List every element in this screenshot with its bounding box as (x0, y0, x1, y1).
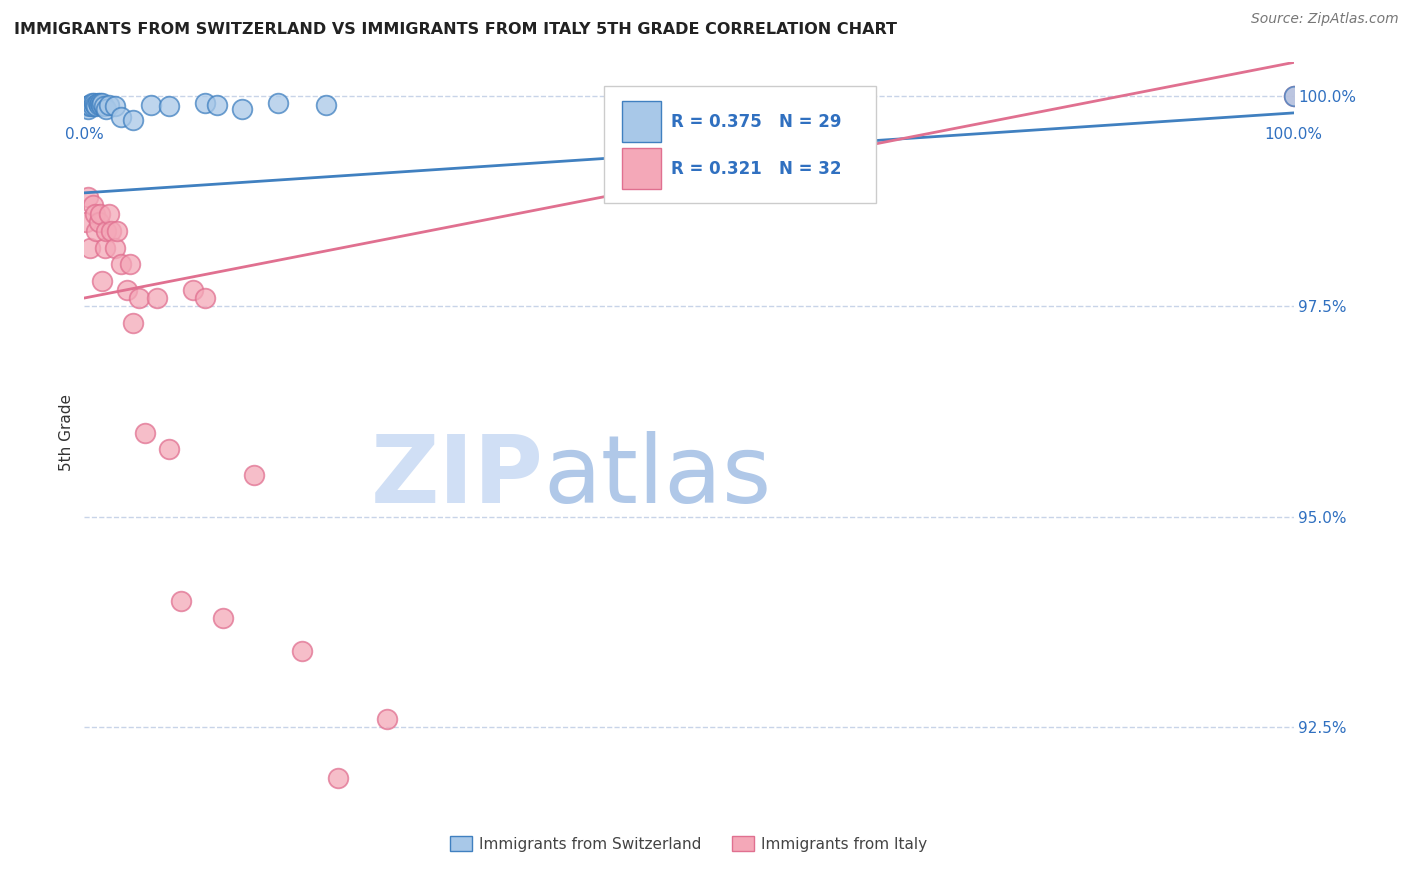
Point (328, 771, 350, 785)
Point (1282, 89, 1305, 103)
Point (82, 198, 104, 212)
Text: ZIP: ZIP (371, 431, 544, 523)
Point (120, 257, 142, 271)
Text: 100.0%: 100.0% (1264, 127, 1323, 142)
Point (170, 594, 193, 608)
Bar (623, 101, 661, 142)
Point (77, 102, 100, 116)
Point (83, 95, 105, 110)
Point (157, 99, 180, 113)
Point (315, 97, 337, 112)
Point (76, 99, 98, 113)
Point (77, 97, 100, 112)
Point (212, 611, 235, 625)
Point (90, 97, 112, 112)
Point (97, 207, 120, 221)
Point (77, 190, 100, 204)
Point (82, 99, 104, 113)
Point (84, 97, 107, 112)
Point (86, 95, 108, 110)
Point (84, 207, 107, 221)
Text: Source: ZipAtlas.com: Source: ZipAtlas.com (1251, 12, 1399, 26)
Point (100, 224, 122, 238)
Point (267, 95, 290, 110)
Point (115, 283, 138, 297)
Point (87, 97, 110, 112)
Y-axis label: 5th Grade: 5th Grade (59, 394, 75, 471)
Point (128, 291, 150, 305)
Point (738, 97, 761, 112)
Point (104, 99, 127, 113)
Point (104, 240, 127, 254)
Point (242, 467, 264, 482)
Legend: Immigrants from Switzerland, Immigrants from Italy: Immigrants from Switzerland, Immigrants … (444, 830, 934, 858)
Point (291, 644, 314, 658)
Point (89, 207, 111, 221)
Point (94, 240, 117, 254)
Point (80, 95, 103, 110)
Text: R = 0.375   N = 29: R = 0.375 N = 29 (671, 112, 841, 130)
Point (91, 95, 114, 110)
Point (110, 257, 132, 271)
Text: 0.0%: 0.0% (65, 127, 104, 142)
Text: IMMIGRANTS FROM SWITZERLAND VS IMMIGRANTS FROM ITALY 5TH GRADE CORRELATION CHART: IMMIGRANTS FROM SWITZERLAND VS IMMIGRANT… (14, 22, 897, 37)
Point (94, 102, 117, 116)
Point (146, 291, 169, 305)
Point (79, 99, 101, 113)
Point (121, 316, 143, 330)
Point (93, 99, 115, 113)
Point (207, 97, 229, 112)
Point (94, 224, 117, 238)
Point (121, 112, 143, 127)
Point (87, 215, 110, 229)
Point (1282, 89, 1305, 103)
Point (134, 425, 156, 440)
Point (194, 291, 217, 305)
Point (181, 283, 204, 297)
Text: R = 0.321   N = 32: R = 0.321 N = 32 (671, 160, 841, 178)
Text: atlas: atlas (544, 431, 772, 523)
Point (231, 102, 253, 116)
Bar (623, 148, 661, 189)
Point (97, 97, 120, 112)
Point (75, 215, 97, 229)
Point (139, 97, 162, 112)
Point (89, 95, 111, 110)
Point (91, 274, 114, 288)
Point (194, 95, 217, 110)
Point (86, 224, 108, 238)
Point (157, 442, 180, 457)
Point (375, 712, 398, 726)
FancyBboxPatch shape (605, 87, 876, 203)
Point (105, 224, 128, 238)
Point (86, 99, 108, 113)
Point (110, 110, 132, 124)
Point (79, 240, 101, 254)
